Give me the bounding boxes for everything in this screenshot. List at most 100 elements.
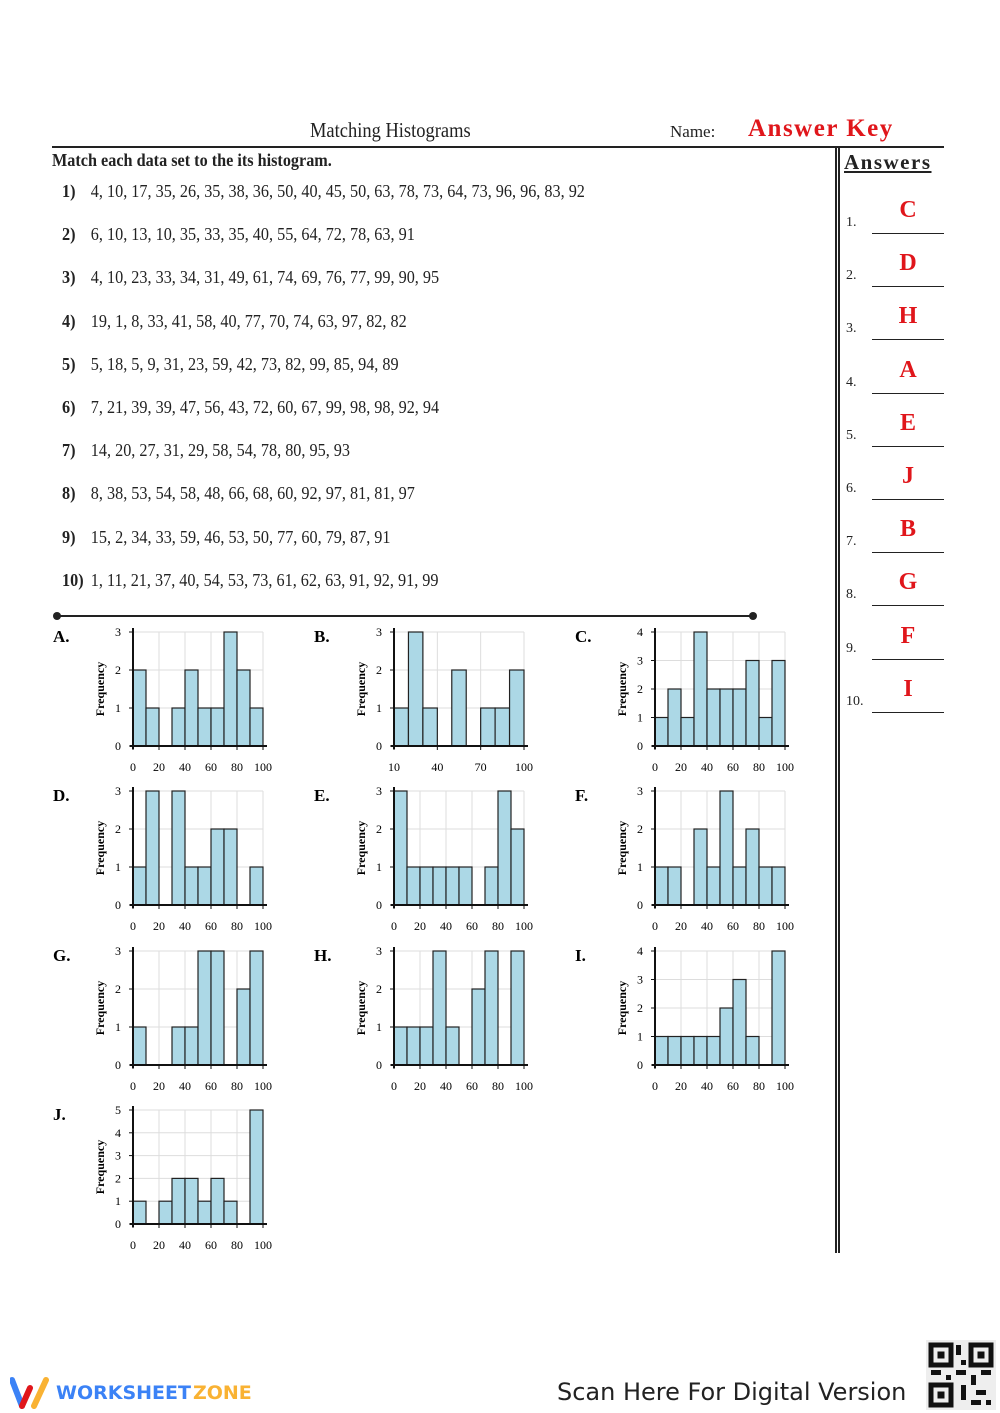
logo-text-worksheet: WORKSHEET — [56, 1382, 191, 1404]
x-tick-label: 60 — [205, 760, 217, 774]
histogram-bar — [680, 716, 695, 747]
x-tick-label: 60 — [205, 1079, 217, 1093]
y-tick-label: 1 — [115, 701, 121, 715]
answer-item: 1. C — [846, 197, 944, 235]
x-tick-label: 20 — [675, 1079, 687, 1093]
histogram-i: I. 0 1 2 3 4 0 20 40 60 80 100 Frequency — [572, 941, 832, 1101]
histogram-label: D. — [53, 786, 70, 805]
histogram-bar — [393, 707, 410, 747]
histogram-bar — [132, 866, 147, 906]
histogram-bar — [484, 949, 499, 1066]
answer-blank[interactable]: J — [872, 463, 944, 500]
data-set-number: 3) — [62, 267, 76, 288]
x-tick-label: 80 — [231, 1238, 243, 1252]
data-set-values: 19, 1, 8, 33, 41, 58, 40, 77, 70, 74, 63… — [90, 310, 407, 331]
y-tick-label: 2 — [115, 982, 121, 996]
histogram-j: J. 0 1 2 3 4 5 0 20 40 60 80 100 Frequency — [50, 1100, 310, 1260]
x-tick-label: 0 — [391, 919, 397, 933]
data-set-values: 4, 10, 17, 35, 26, 35, 38, 36, 50, 40, 4… — [90, 181, 585, 201]
data-set-row: 2) 6, 10, 13, 10, 35, 33, 35, 40, 55, 64,… — [62, 224, 415, 245]
divider-endpoint — [53, 612, 61, 620]
answer-number: 1. — [846, 215, 857, 230]
x-tick-label: 60 — [466, 1079, 478, 1093]
data-set-row: 10) 1, 11, 21, 37, 40, 54, 53, 73, 61, 62… — [62, 570, 439, 591]
y-axis-label: Frequency — [615, 821, 629, 875]
histogram-bar — [145, 707, 160, 747]
histogram-bar — [508, 669, 525, 747]
data-set-values: 5, 18, 5, 9, 31, 23, 59, 42, 73, 82, 99,… — [90, 353, 399, 374]
answer-item: 7. B — [846, 516, 944, 554]
data-set-row: 7) 14, 20, 27, 31, 29, 58, 54, 78, 80, 95… — [62, 440, 350, 461]
qr-code-icon[interactable] — [926, 1340, 996, 1410]
answer-number: 8. — [846, 587, 857, 603]
histogram-bar — [719, 688, 734, 747]
answer-blank[interactable]: I — [872, 676, 944, 713]
y-tick-label: 0 — [637, 739, 643, 753]
histogram-g: G. 0 1 2 3 0 20 40 60 80 100 Frequency — [50, 941, 310, 1101]
histogram-c: C. 0 1 2 3 4 0 20 40 60 80 100 Frequency — [572, 622, 832, 782]
histogram-bar — [210, 1177, 225, 1225]
answer-blank[interactable]: F — [872, 623, 944, 660]
answer-blank[interactable]: B — [872, 516, 944, 554]
y-tick-label: 1 — [637, 711, 643, 725]
y-tick-label: 3 — [376, 784, 382, 798]
histogram-bar — [667, 1035, 682, 1066]
data-set-values: 1, 11, 21, 37, 40, 54, 53, 73, 61, 62, 6… — [90, 569, 439, 590]
divider-endpoint — [749, 612, 757, 620]
x-tick-label: 40 — [431, 760, 443, 774]
histogram-bar — [693, 631, 708, 747]
histogram-bar — [706, 1035, 721, 1066]
y-axis-label: Frequency — [93, 1140, 107, 1194]
histogram-a: A. 0 1 2 3 0 20 40 60 80 100 Frequency — [50, 622, 310, 782]
answer-item: 4. A — [846, 357, 944, 395]
y-tick-label: 3 — [115, 944, 121, 958]
histogram-bar — [158, 1200, 173, 1225]
x-tick-label: 100 — [254, 1079, 272, 1093]
answer-number: 5. — [846, 427, 857, 443]
answer-blank[interactable]: G — [872, 569, 944, 607]
answer-item: 9. F — [846, 623, 944, 661]
histogram-bar — [236, 987, 251, 1066]
x-tick-label: 40 — [179, 1238, 191, 1252]
answer-blank[interactable]: C — [872, 197, 944, 234]
answer-blank[interactable]: D — [872, 250, 944, 288]
y-tick-label: 5 — [115, 1103, 121, 1117]
histogram-bar — [419, 866, 434, 906]
logo-icon — [10, 1377, 49, 1409]
x-tick-label: 20 — [414, 1079, 426, 1093]
histogram-bar — [667, 688, 682, 747]
histogram-bar — [667, 866, 682, 906]
x-tick-label: 100 — [515, 919, 533, 933]
answer-blank[interactable]: H — [872, 303, 944, 341]
answer-blank[interactable]: E — [872, 410, 944, 447]
histogram-bar — [480, 707, 496, 747]
answers-heading: Answers — [844, 150, 932, 174]
histogram-bar — [407, 631, 424, 747]
y-axis-label: Frequency — [93, 821, 107, 875]
histogram-bar — [693, 1035, 708, 1066]
y-tick-label: 3 — [115, 1148, 121, 1162]
x-tick-label: 0 — [391, 1079, 397, 1093]
x-tick-label: 80 — [753, 760, 765, 774]
histogram-bar — [758, 716, 773, 747]
answer-number: 2. — [846, 268, 857, 284]
answer-item: 10. I — [846, 676, 944, 714]
histogram-bar — [494, 707, 511, 747]
x-tick-label: 80 — [231, 919, 243, 933]
histogram-bar — [184, 866, 199, 906]
histogram-bar — [732, 866, 747, 906]
answer-blank[interactable]: A — [872, 357, 944, 394]
y-axis-label: Frequency — [354, 821, 368, 875]
y-tick-label: 0 — [115, 739, 121, 753]
histogram-bar — [406, 866, 421, 906]
data-set-number: 1) — [62, 181, 76, 201]
histogram-bar — [249, 1109, 264, 1225]
x-tick-label: 10 — [388, 760, 400, 774]
histogram-label: F. — [575, 786, 588, 805]
histogram-b: B. 0 1 2 3 10 40 70 100 Frequency — [311, 622, 571, 782]
histogram-bar — [451, 669, 467, 747]
histogram-bar — [654, 1035, 669, 1066]
data-set-number: 9) — [62, 526, 76, 547]
y-tick-label: 1 — [115, 1020, 121, 1034]
